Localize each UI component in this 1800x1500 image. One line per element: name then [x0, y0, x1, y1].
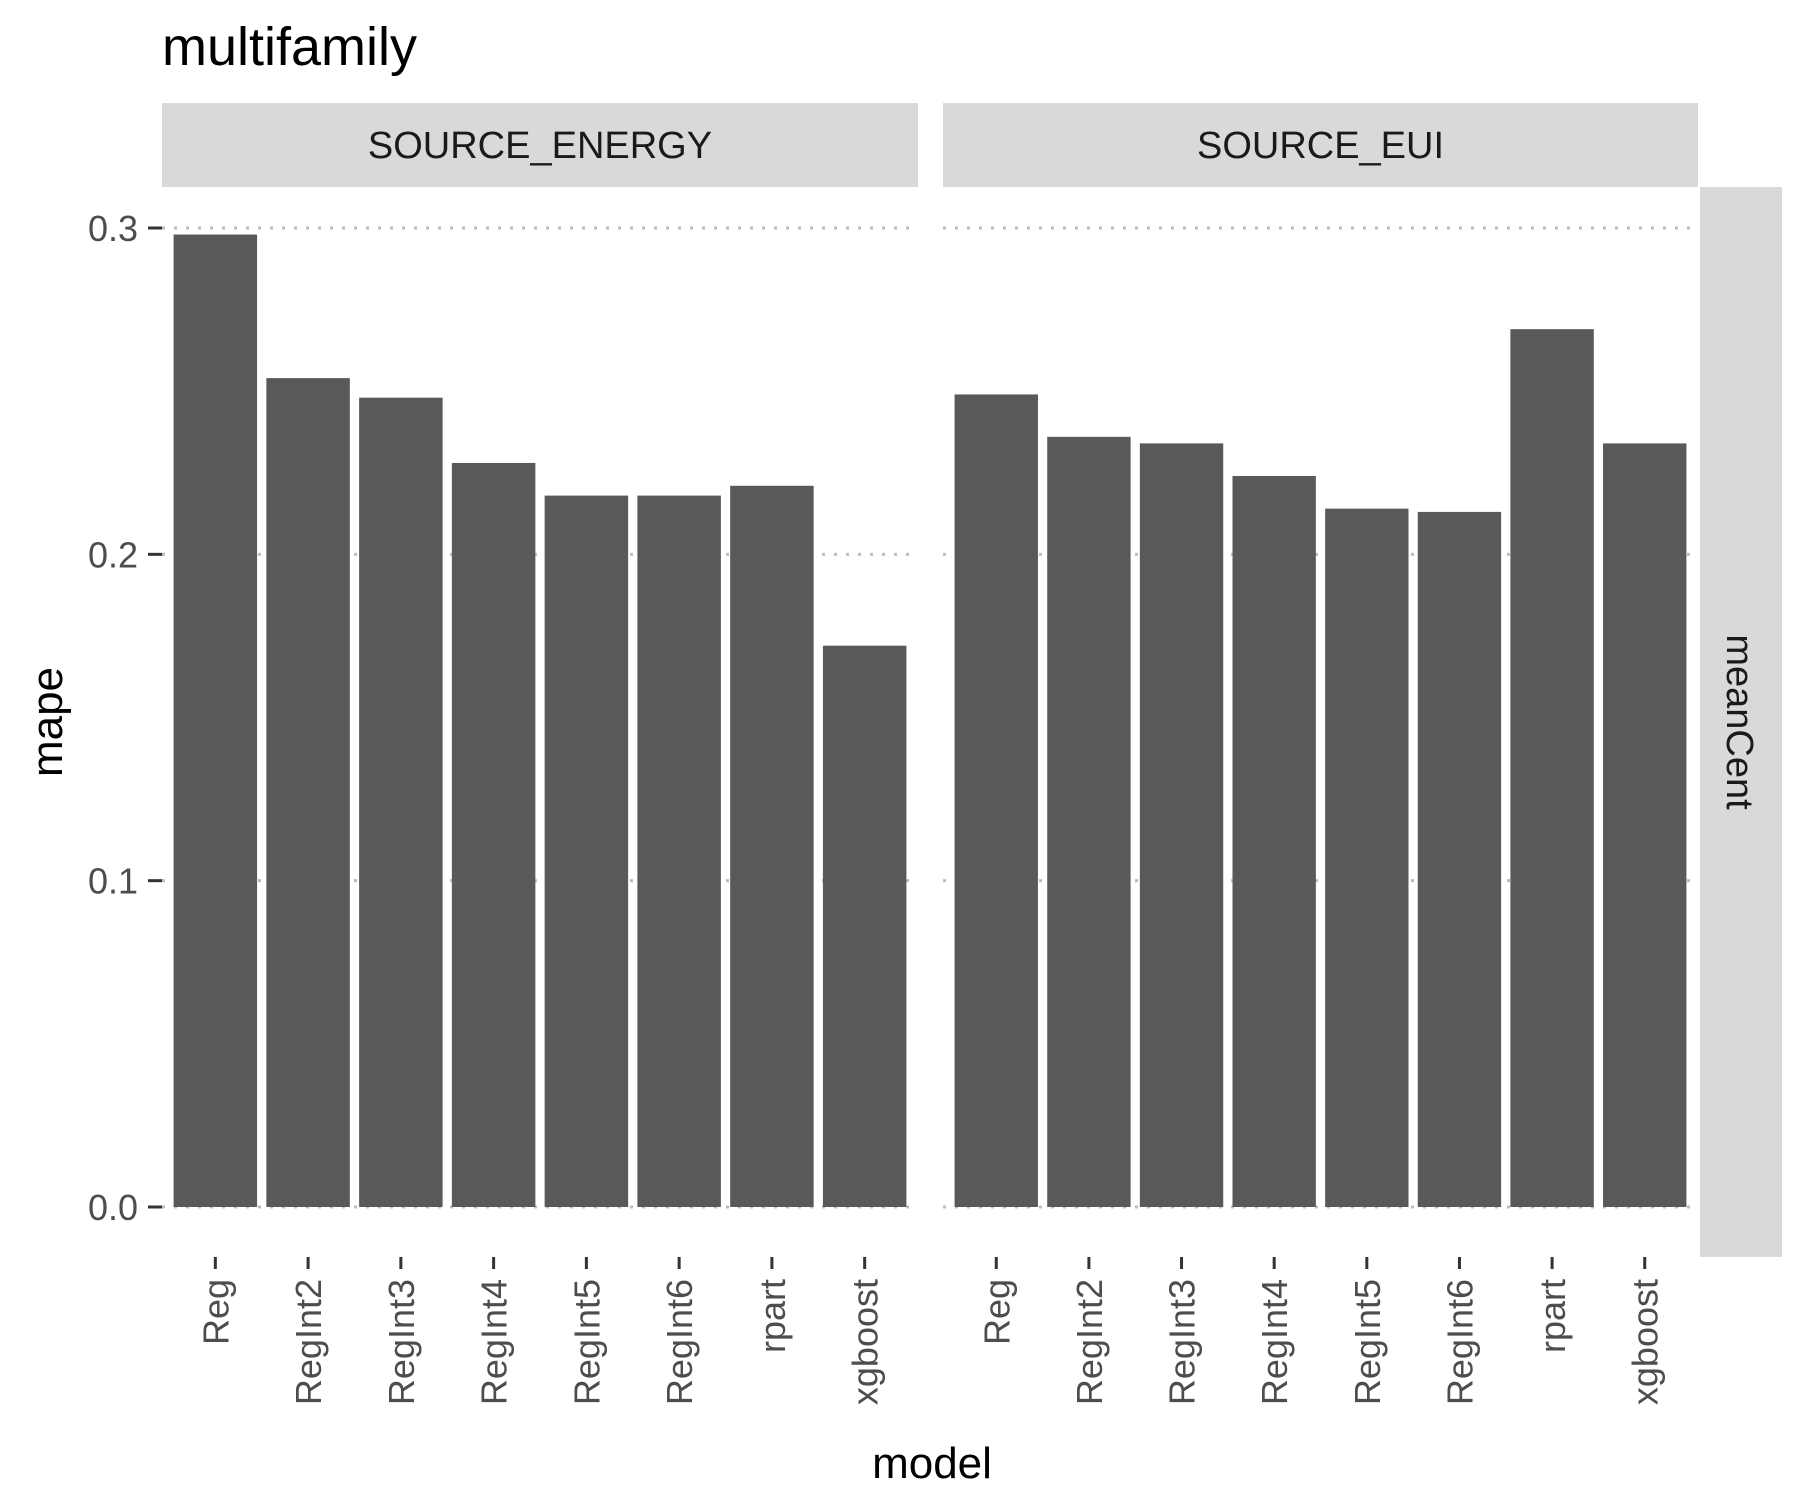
bar-regint4 [451, 462, 536, 1208]
x-tick-label: RegInt2 [288, 1279, 329, 1405]
x-tick-label: RegInt2 [1069, 1279, 1110, 1405]
bar-regint3 [1139, 443, 1224, 1207]
bar-regint2 [1047, 436, 1131, 1207]
bar-reg [954, 394, 1038, 1207]
panel-strip-background [943, 103, 1698, 187]
y-tick-label: 0.2 [88, 534, 138, 575]
bar-regint3 [359, 397, 443, 1207]
x-tick-label: rpart [1532, 1279, 1573, 1353]
x-tick-label: Reg [195, 1279, 236, 1345]
bar-rpart [1510, 329, 1594, 1207]
x-tick-label: RegInt4 [1254, 1279, 1295, 1405]
row-strip: meanCent [1700, 187, 1782, 1257]
x-tick-label: RegInt5 [1347, 1279, 1388, 1405]
x-tick-label: xgboost [1625, 1279, 1666, 1405]
bar-regint5 [1325, 508, 1409, 1207]
bar-regint5 [544, 495, 629, 1207]
panel-strip-background [162, 103, 918, 187]
panel-strip-label: SOURCE_ENERGY [368, 125, 712, 167]
x-tick-label: RegInt6 [1439, 1279, 1480, 1405]
panel-source-energy: SOURCE_ENERGY Reg RegInt2 RegInt3 RegInt4 Reg… [162, 103, 918, 1405]
row-strip-label: meanCent [1718, 634, 1760, 810]
row-strip-background [1700, 187, 1782, 1257]
x-tick-label: RegInt3 [1162, 1279, 1203, 1405]
x-tick-label: xgboost [845, 1279, 886, 1405]
bar-xgboost [1603, 443, 1687, 1207]
panel-source-eui: SOURCE_EUI Reg RegInt2 RegInt3 RegInt4 RegInt… [943, 103, 1698, 1405]
x-tick-label: RegInt4 [474, 1279, 515, 1405]
x-tick-label: RegInt3 [381, 1279, 422, 1405]
bar-rpart [730, 485, 814, 1207]
y-axis: 0.0 0.1 0.2 0.3 [88, 208, 162, 1228]
panels: SOURCE_ENERGY Reg RegInt2 RegInt3 RegInt4 Reg… [162, 103, 1698, 1405]
bar-regint2 [266, 378, 350, 1207]
panel-strip-label: SOURCE_EUI [1197, 125, 1444, 167]
chart-title: multifamily [162, 17, 417, 77]
x-tick-label: rpart [752, 1279, 793, 1353]
y-axis-title: mape [23, 667, 72, 777]
bar-xgboost [822, 645, 907, 1207]
x-axis-title: model [872, 1439, 992, 1488]
x-tick-label: RegInt5 [566, 1279, 607, 1405]
bar-regint4 [1232, 476, 1316, 1208]
y-tick-label: 0.3 [88, 208, 138, 249]
bar-reg [173, 234, 258, 1207]
y-tick-label: 0.0 [88, 1187, 138, 1228]
bar-regint6 [1417, 511, 1502, 1207]
bar-regint6 [637, 495, 721, 1207]
x-tick-label: RegInt6 [659, 1279, 700, 1405]
x-tick-label: Reg [976, 1279, 1017, 1345]
y-tick-label: 0.1 [88, 861, 138, 902]
